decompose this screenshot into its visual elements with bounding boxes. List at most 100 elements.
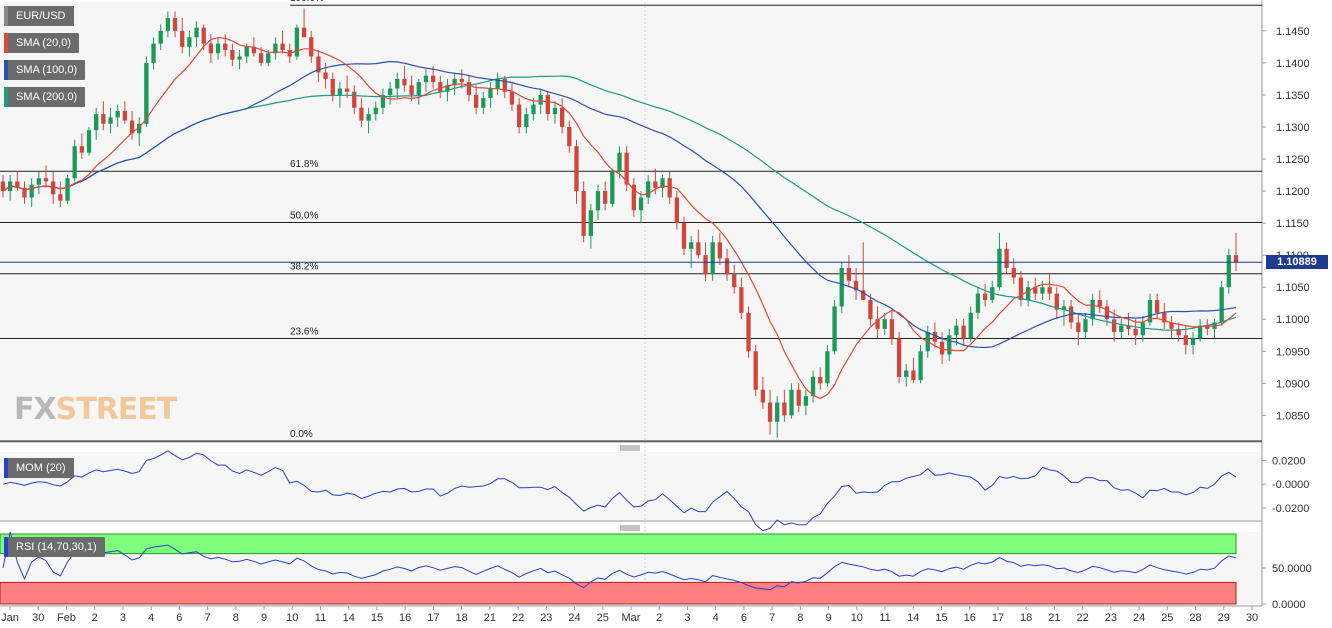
candle-body [696, 242, 701, 256]
mom-tick-label: 0.0200 [1272, 455, 1306, 467]
candle-body [954, 325, 959, 336]
time-tick-label: 6 [176, 612, 182, 624]
candle-body [832, 306, 837, 352]
candle-body [1083, 319, 1088, 333]
candle-body [502, 78, 507, 92]
candle-body [617, 152, 622, 172]
time-tick-label: 15 [935, 612, 947, 624]
candle-body [1226, 255, 1231, 288]
time-tick-label: 9 [826, 612, 832, 624]
candle-body [395, 78, 400, 89]
candle-body [560, 107, 565, 127]
fib-label: 0.0% [290, 429, 313, 440]
time-tick-label: 4 [148, 612, 154, 624]
candle-body [588, 210, 593, 236]
candle-body [15, 181, 20, 188]
candle-body [839, 267, 844, 307]
candle-body [1004, 248, 1009, 268]
time-tick-label: 8 [797, 612, 803, 624]
candle-body [79, 146, 85, 153]
candle-body [1126, 325, 1131, 329]
fib-label: 23.6% [290, 326, 318, 337]
legend-sma200[interactable]: SMA (200,0) [4, 87, 86, 107]
time-tick-label: 7 [769, 612, 775, 624]
candle-body [115, 110, 120, 118]
candle-body [631, 184, 636, 211]
candle-body [746, 312, 751, 352]
candle-body [438, 82, 443, 92]
candle-body [538, 94, 543, 105]
legend-symbol[interactable]: EUR/USD [4, 6, 74, 26]
candle-body [803, 396, 809, 406]
candle-body [567, 126, 572, 147]
candle-body [65, 178, 70, 201]
candle-body [889, 319, 895, 339]
candle-body [982, 293, 988, 301]
candle-body [251, 46, 257, 54]
candle-body [187, 37, 192, 47]
candle-body [1097, 300, 1102, 307]
candle-body [961, 325, 966, 339]
mom-line [2, 450, 1237, 532]
time-tick-label: 24 [568, 612, 580, 624]
candle-body [258, 53, 264, 63]
candle-body [775, 402, 780, 422]
candle-body [796, 389, 801, 406]
price-tick-label: 1.0950 [1276, 346, 1310, 358]
candle-body [545, 94, 550, 115]
candle-body [1061, 306, 1067, 310]
candle-body [101, 114, 106, 124]
rsi-oversold-zone [0, 581, 1237, 605]
legend-sma100[interactable]: SMA (100,0) [4, 60, 86, 80]
candle-body [208, 43, 214, 54]
last-price-label: 1.10889 [1266, 255, 1328, 270]
time-tick-label: 2 [656, 612, 662, 624]
candle-body [1140, 322, 1145, 336]
candle-body [301, 27, 307, 38]
legend-rsi[interactable]: RSI (14,70,30,1) [4, 537, 105, 557]
candle-body [653, 181, 658, 188]
time-tick-label: 25 [1161, 612, 1173, 624]
time-tick-label: Feb [57, 612, 76, 624]
time-tick-label: 30 [32, 612, 44, 624]
price-tick-label: 1.1300 [1276, 122, 1310, 134]
candle-body [1183, 335, 1188, 345]
candle-body [717, 242, 723, 259]
candle-body [918, 351, 923, 381]
candle-body [144, 62, 149, 124]
candle-body [581, 191, 586, 236]
candle-body [1025, 287, 1031, 301]
time-tick-label: 22 [1077, 612, 1089, 624]
candle-body [667, 178, 672, 198]
legend-mom[interactable]: MOM (20) [4, 458, 74, 478]
candle-body [359, 107, 364, 121]
candle-body [975, 293, 981, 313]
price-tick-label: 1.1150 [1276, 218, 1309, 230]
candle-body [932, 332, 938, 342]
candle-body [753, 351, 758, 390]
candle-body [1111, 319, 1117, 333]
price-tick-label: 1.1250 [1276, 154, 1310, 166]
fib-label: 100.0% [290, 0, 324, 4]
time-tick-label: 17 [427, 612, 439, 624]
candle-body [223, 43, 228, 51]
time-tick-label: 21 [1048, 612, 1060, 624]
candle-body [624, 152, 629, 185]
time-tick-label: 30 [1246, 612, 1258, 624]
candle-body [423, 75, 429, 83]
candle-body [51, 181, 56, 195]
legend-sma20[interactable]: SMA (20,0) [4, 33, 80, 53]
candle-body [997, 248, 1002, 288]
candle-body [509, 91, 515, 105]
time-tick-label: 3 [684, 612, 690, 624]
candle-body [1233, 255, 1239, 263]
candle-body [732, 274, 737, 288]
time-tick-label: 18 [1020, 612, 1032, 624]
candle-body [710, 242, 715, 275]
candle-body [904, 370, 909, 377]
price-tick-label: 1.1200 [1276, 186, 1310, 198]
candle-body [108, 117, 113, 124]
time-tick-label: 10 [851, 612, 863, 624]
candle-body [638, 197, 644, 211]
